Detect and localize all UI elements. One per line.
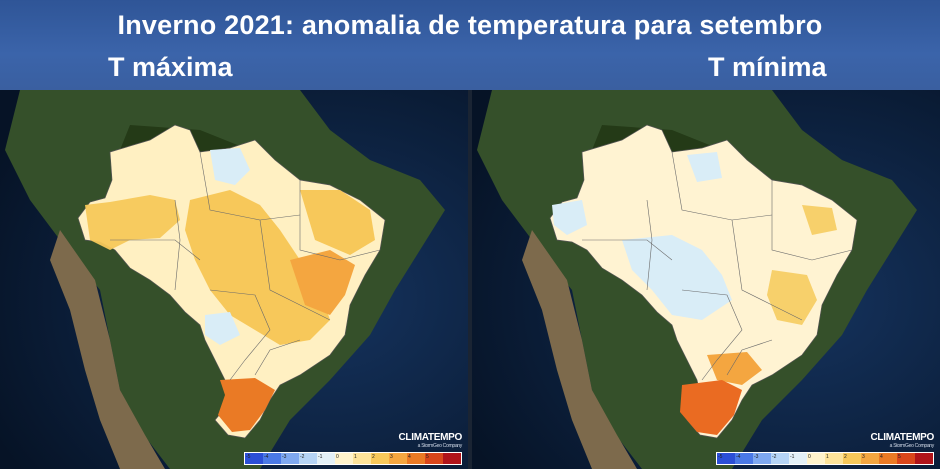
colorbar-swatch: 0 [335,453,353,464]
colorbar-tick-label: 4 [408,454,411,460]
map-title: Inverno 2021: anomalia de temperatura pa… [117,10,823,40]
cool-anomaly-north [210,148,250,185]
colorbar-tick-label: -1 [790,454,795,460]
header-banner: Inverno 2021: anomalia de temperatura pa… [0,0,940,90]
colorbar-tick-label: -5 [718,454,723,460]
brand-name: CLIMATEMPO [870,432,935,443]
panel-label-tmin: T mínima [708,52,827,82]
colorbar-tick-label: 3 [862,454,865,460]
colorbar-swatch: 5 [897,453,915,464]
colorbar-tick-label: 0 [808,454,811,460]
colorbar-swatch: -3 [753,453,771,464]
colorbar-tick-label: 0 [336,454,339,460]
colorbar-swatch: 5 [425,453,443,464]
warm-anomaly-south [680,380,742,435]
warm-anomaly-northeast [802,205,837,235]
warm-anomaly-east [290,250,355,315]
state-borders [110,151,381,381]
colorbar-swatch: 0 [807,453,825,464]
colorbar-swatch: -3 [281,453,299,464]
colorbar-tick-label: -2 [772,454,777,460]
colorbar-tick-label: -1 [318,454,323,460]
colorbar-tick-label: -4 [736,454,741,460]
warm-anomaly-east [767,270,817,325]
andes-dry-region [50,230,165,469]
state-borders [582,151,853,381]
colorbar-tick-label: 3 [390,454,393,460]
panel-label-tmax: T máxima [108,52,233,82]
andes-dry-region [522,230,637,469]
brand-tagline: a StormGeo Company [889,443,935,449]
colorbar-swatch: -5 [245,453,263,464]
colorbar-swatch: 1 [825,453,843,464]
tmax-map-panel: CLIMATEMPO a StormGeo Company -5 -4 -3 -2 -1… [0,90,468,469]
colorbar-swatch: -5 [717,453,735,464]
colorbar-tick-label: 5 [898,454,901,460]
brand-logo: CLIMATEMPO a StormGeo Company [398,432,463,449]
colorbar-tick-label: -3 [282,454,287,460]
colorbar-swatch [443,453,461,464]
colorbar-swatch: -1 [789,453,807,464]
colorbar-tick-label: 1 [826,454,829,460]
colorbar-tick-label: 5 [426,454,429,460]
colorbar-tick-label: 2 [372,454,375,460]
colorbar-swatch: -2 [771,453,789,464]
brand-logo: CLIMATEMPO a StormGeo Company [870,432,935,449]
tmin-map [472,90,940,469]
anomaly-colorbar-right: -5 -4 -3 -2 -1 0 1 2 3 4 5 [716,452,934,465]
colorbar-swatch: -4 [263,453,281,464]
tmin-map-panel: CLIMATEMPO a StormGeo Company -5 -4 -3 -2 -1… [472,90,940,469]
colorbar-tick-label: 4 [880,454,883,460]
brand-name: CLIMATEMPO [398,432,463,443]
warm-anomaly-southeast [707,352,762,385]
colorbar-swatch: 2 [371,453,389,464]
colorbar-swatch: 3 [861,453,879,464]
colorbar-swatch: -2 [299,453,317,464]
colorbar-swatch [915,453,933,464]
colorbar-swatch: 3 [389,453,407,464]
colorbar-swatch: 1 [353,453,371,464]
colorbar-swatch: 2 [843,453,861,464]
tmax-map [0,90,468,469]
colorbar-tick-label: 1 [354,454,357,460]
colorbar-swatch: 4 [407,453,425,464]
colorbar-tick-label: -5 [246,454,251,460]
cool-anomaly-central-west [622,235,732,320]
colorbar-swatch: 4 [879,453,897,464]
colorbar-swatch: -1 [317,453,335,464]
colorbar-tick-label: 2 [844,454,847,460]
warm-anomaly-south [218,378,275,432]
warm-anomaly-amazon [85,195,180,250]
anomaly-colorbar-left: -5 -4 -3 -2 -1 0 1 2 3 4 5 [244,452,462,465]
colorbar-tick-label: -3 [754,454,759,460]
colorbar-tick-label: -2 [300,454,305,460]
cool-anomaly-west [552,200,587,235]
warm-anomaly-central [185,190,330,345]
panel-divider [468,90,472,469]
colorbar-swatch: -4 [735,453,753,464]
brand-tagline: a StormGeo Company [417,443,463,449]
warm-anomaly-northeast [300,190,375,255]
cool-anomaly-north [687,152,722,182]
colorbar-tick-label: -4 [264,454,269,460]
cool-anomaly-central [205,312,240,345]
